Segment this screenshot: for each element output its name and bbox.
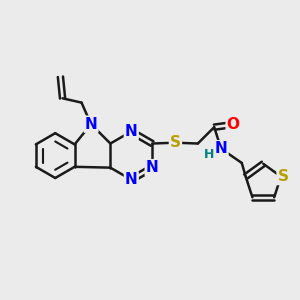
- Text: N: N: [85, 117, 98, 132]
- Text: H: H: [204, 148, 214, 161]
- Text: S: S: [278, 169, 289, 184]
- Text: S: S: [170, 135, 181, 150]
- Text: N: N: [125, 124, 138, 139]
- Text: N: N: [125, 172, 138, 187]
- Text: N: N: [215, 141, 227, 156]
- Text: N: N: [146, 160, 158, 175]
- Text: O: O: [226, 117, 240, 132]
